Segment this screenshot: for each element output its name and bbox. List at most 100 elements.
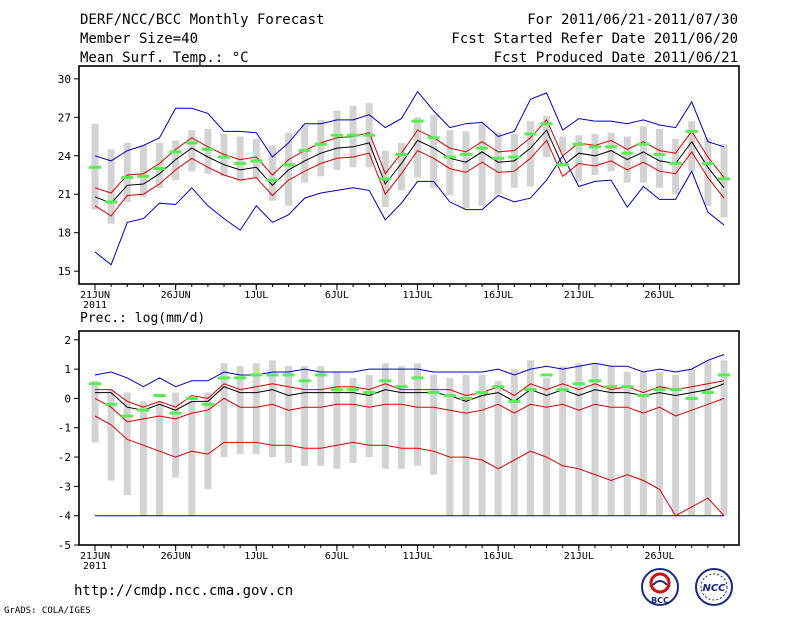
ensemble-box: [220, 363, 228, 458]
median-marker: [363, 133, 376, 137]
x-tick-label: 6JUL: [325, 551, 349, 562]
x-tick-label: 16JUL: [483, 551, 513, 562]
median-marker: [379, 379, 392, 383]
bcc-logo: BCC: [641, 568, 679, 606]
ensemble-box: [188, 130, 196, 172]
ensemble-box: [285, 132, 293, 206]
ensemble-box: [397, 366, 405, 469]
x-tick-label: 21JUL: [564, 290, 594, 301]
median-marker: [653, 388, 666, 392]
inner-lower-line: [94, 397, 725, 423]
ensemble-box: [156, 142, 164, 188]
ensemble-box: [123, 392, 131, 496]
x-tick-year-label: 2011: [83, 300, 107, 311]
median-marker: [89, 382, 101, 386]
median-marker: [572, 142, 585, 146]
ensemble-box: [414, 363, 422, 466]
median-marker: [105, 200, 118, 204]
ensemble-box: [107, 149, 115, 224]
ensemble-box: [107, 389, 115, 481]
median-marker: [137, 408, 150, 412]
y-tick-label: 18: [58, 227, 71, 240]
ensemble-box: [543, 377, 551, 516]
ensemble-box: [333, 110, 341, 170]
median-marker: [395, 385, 408, 389]
ensemble-box: [688, 121, 696, 172]
ensemble-box: [559, 136, 567, 152]
median-marker: [314, 373, 327, 377]
ensemble-box: [139, 145, 147, 197]
x-tick-year-label: 2011: [83, 561, 107, 572]
ensemble-box: [139, 401, 147, 516]
median-marker: [459, 152, 472, 156]
ensemble-box: [317, 366, 325, 466]
median-marker: [347, 388, 360, 392]
median-marker: [169, 411, 182, 415]
median-marker: [669, 161, 682, 165]
median-marker: [330, 133, 343, 137]
median-marker: [379, 177, 392, 181]
ensemble-box: [478, 123, 486, 206]
outer-upper-line: [94, 90, 725, 162]
ensemble-box: [317, 119, 325, 177]
x-tick-label: 21JUN: [80, 290, 110, 301]
ensemble-box: [333, 372, 341, 469]
y-tick-label: -1: [58, 422, 71, 435]
median-marker: [556, 388, 569, 392]
median-marker: [266, 373, 279, 377]
median-marker: [701, 391, 714, 395]
median-marker: [137, 174, 150, 178]
ensemble-mean-line: [94, 129, 725, 204]
median-marker: [411, 119, 424, 123]
ensemble-box: [462, 131, 470, 209]
median-marker: [540, 122, 553, 126]
median-marker: [637, 142, 650, 146]
x-tick-label: 11JUL: [403, 290, 433, 301]
ensemble-box: [91, 380, 99, 443]
median-marker: [443, 155, 456, 159]
x-tick-label: 21JUL: [564, 551, 594, 562]
ensemble-box: [268, 145, 276, 201]
source-url[interactable]: http://cmdp.ncc.cma.gov.cn: [74, 583, 294, 599]
median-marker: [201, 147, 214, 151]
ensemble-box: [397, 142, 405, 191]
ensemble-box: [188, 401, 196, 516]
median-marker: [250, 159, 263, 163]
ensemble-box: [720, 144, 728, 218]
median-marker: [411, 376, 424, 380]
fcst-produced-date: Fcst Produced Date 2011/06/21: [493, 50, 738, 66]
median-marker: [347, 133, 360, 137]
ensemble-box: [220, 133, 228, 177]
median-marker: [218, 376, 231, 380]
median-marker: [395, 152, 408, 156]
median-marker: [201, 402, 214, 406]
ensemble-box: [510, 369, 518, 516]
median-marker: [185, 141, 198, 145]
median-marker: [363, 391, 376, 395]
median-marker: [588, 379, 601, 383]
median-marker: [185, 396, 198, 400]
ensemble-box: [639, 372, 647, 516]
median-marker: [718, 373, 730, 377]
median-marker: [282, 163, 295, 167]
x-tick-label: 26JUN: [161, 290, 191, 301]
x-tick-label: 1JUL: [244, 551, 268, 562]
ensemble-mean-line: [95, 383, 725, 411]
median-marker: [492, 156, 505, 160]
inner-upper-line: [95, 380, 725, 408]
y-tick-label: 1: [64, 363, 71, 376]
grads-credit: GrADS: COLA/IGES: [4, 606, 91, 616]
ensemble-box: [704, 137, 712, 206]
median-marker: [218, 155, 231, 159]
ensemble-box: [543, 116, 551, 158]
median-marker: [105, 402, 118, 406]
median-marker: [250, 373, 263, 377]
median-marker: [621, 385, 634, 389]
ensemble-box: [591, 363, 599, 516]
y-tick-label: -2: [58, 451, 71, 464]
ensemble-box: [559, 366, 567, 516]
median-marker: [89, 165, 101, 169]
ensemble-box: [607, 366, 615, 516]
median-marker: [524, 388, 537, 392]
ensemble-box: [688, 369, 696, 516]
